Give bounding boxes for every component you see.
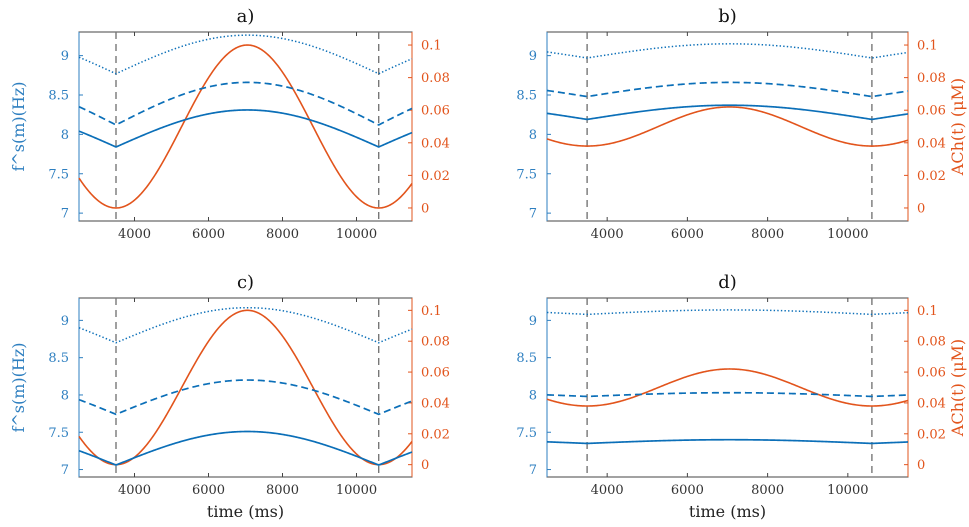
fs-series-dashed-line bbox=[78, 81, 413, 126]
y-right-tick-label: 0.04 bbox=[917, 396, 946, 411]
plot-frame bbox=[546, 31, 909, 222]
chart-panel-1: a) 4000 6000 8000 10000 7 7.5 8 8.5 9 0 0.02 0.04 0.0… bbox=[9, 6, 450, 242]
panel-title: a) bbox=[237, 6, 255, 27]
y-left-tick-label: 9 bbox=[529, 314, 537, 329]
chart-panel-3: c) 4000 6000 8000 10000 7 7.5 8 8.5 9 0 0.02 0.04 0.0… bbox=[9, 272, 450, 521]
x-tick-label: 8000 bbox=[266, 483, 299, 498]
x-tick-label: 6000 bbox=[671, 227, 704, 242]
y-right-tick-label: 0.04 bbox=[421, 396, 450, 411]
y-left-tick-label: 8 bbox=[529, 128, 537, 143]
y-right-tick-label: 0.04 bbox=[917, 136, 946, 151]
y-right-tick-label: 0.1 bbox=[421, 39, 442, 54]
y-left-tick-label: 8.5 bbox=[48, 351, 69, 366]
y-left-tick-label: 7.5 bbox=[516, 426, 537, 441]
x-tick-label: 8000 bbox=[266, 227, 299, 242]
ach-series-line bbox=[78, 309, 413, 466]
y-left-tick-label: 7 bbox=[529, 463, 537, 478]
y-left-tick-label: 8.5 bbox=[48, 89, 69, 104]
ach-series-line bbox=[546, 106, 909, 147]
y-right-tick-label: 0.1 bbox=[421, 304, 442, 319]
y-right-axis-title: ACh(t) (μM) bbox=[948, 78, 967, 176]
y-right-tick-label: 0.04 bbox=[421, 136, 450, 151]
y-right-tick-label: 0.06 bbox=[421, 366, 450, 381]
fs-series-solid-line bbox=[546, 104, 909, 121]
y-left-tick-label: 7 bbox=[529, 207, 537, 222]
chart-panel-2: b) 4000 6000 8000 10000 7 7.5 8 8.5 9 0 0.02 0.04 0.0… bbox=[516, 6, 967, 242]
panel-title: c) bbox=[237, 272, 254, 293]
y-left-tick-label: 7.5 bbox=[48, 426, 69, 441]
y-left-tick-label: 9 bbox=[529, 49, 537, 64]
y-right-tick-label: 0 bbox=[421, 458, 429, 473]
x-tick-label: 6000 bbox=[192, 227, 225, 242]
fs-series-solid-line bbox=[78, 109, 413, 148]
x-tick-label: 4000 bbox=[591, 227, 624, 242]
y-left-tick-label: 9 bbox=[61, 49, 69, 64]
x-axis-title: time (ms) bbox=[689, 502, 766, 521]
y-left-axis-title: f^s(m)(Hz) bbox=[9, 342, 28, 432]
y-left-tick-label: 9 bbox=[61, 314, 69, 329]
y-right-tick-label: 0.06 bbox=[421, 104, 450, 119]
y-right-tick-label: 0.06 bbox=[917, 104, 946, 119]
y-right-tick-label: 0.02 bbox=[917, 427, 946, 442]
fs-series-dashed-line bbox=[546, 81, 909, 98]
x-tick-label: 8000 bbox=[751, 227, 784, 242]
plot-frame bbox=[78, 297, 413, 478]
panel-title: b) bbox=[718, 6, 737, 27]
y-left-tick-label: 7 bbox=[61, 463, 69, 478]
y-left-tick-label: 8 bbox=[529, 388, 537, 403]
y-right-tick-label: 0.02 bbox=[421, 427, 450, 442]
y-right-tick-label: 0 bbox=[917, 201, 925, 216]
y-left-tick-label: 8.5 bbox=[516, 89, 537, 104]
y-left-tick-label: 8.5 bbox=[516, 351, 537, 366]
y-right-tick-label: 0.02 bbox=[421, 169, 450, 184]
y-right-tick-label: 0.1 bbox=[917, 39, 938, 54]
y-right-tick-label: 0.08 bbox=[917, 71, 946, 86]
y-left-tick-label: 7.5 bbox=[48, 167, 69, 182]
fs-series-solid-line bbox=[546, 438, 909, 445]
x-axis-title: time (ms) bbox=[207, 502, 284, 521]
chart-panel-4: d) 4000 6000 8000 10000 7 7.5 8 8.5 9 0 0.02 0.04 0.0… bbox=[516, 272, 967, 521]
y-left-tick-label: 8 bbox=[61, 128, 69, 143]
x-tick-label: 6000 bbox=[671, 483, 704, 498]
x-tick-label: 8000 bbox=[751, 483, 784, 498]
plot-frame bbox=[78, 31, 413, 222]
x-tick-label: 4000 bbox=[118, 483, 151, 498]
x-tick-label: 4000 bbox=[591, 483, 624, 498]
y-right-tick-label: 0.08 bbox=[421, 71, 450, 86]
y-left-tick-label: 7.5 bbox=[516, 167, 537, 182]
fs-series-solid-line bbox=[78, 430, 413, 466]
x-tick-label: 6000 bbox=[192, 483, 225, 498]
ach-series-line bbox=[546, 368, 909, 407]
fs-series-dotted-line bbox=[78, 34, 413, 75]
x-tick-label: 4000 bbox=[118, 227, 151, 242]
x-tick-label: 10000 bbox=[336, 227, 377, 242]
y-right-tick-label: 0.08 bbox=[917, 335, 946, 350]
plot-frame bbox=[546, 297, 909, 478]
y-right-tick-label: 0.06 bbox=[917, 366, 946, 381]
x-tick-label: 10000 bbox=[827, 227, 868, 242]
y-right-tick-label: 0 bbox=[421, 201, 429, 216]
y-left-tick-label: 7 bbox=[61, 207, 69, 222]
fs-series-dashed-line bbox=[546, 391, 909, 398]
y-right-tick-label: 0.02 bbox=[917, 169, 946, 184]
fs-series-dotted-line bbox=[546, 309, 909, 316]
fs-series-dashed-line bbox=[78, 379, 413, 416]
y-right-axis-title: ACh(t) (μM) bbox=[948, 339, 967, 437]
x-tick-label: 10000 bbox=[827, 483, 868, 498]
y-left-axis-title: f^s(m)(Hz) bbox=[9, 81, 28, 171]
x-tick-label: 10000 bbox=[336, 483, 377, 498]
ach-series-line bbox=[78, 44, 413, 209]
y-right-tick-label: 0.08 bbox=[421, 335, 450, 350]
fs-series-dotted-line bbox=[546, 43, 909, 59]
y-right-tick-label: 0.1 bbox=[917, 304, 938, 319]
y-left-tick-label: 8 bbox=[61, 388, 69, 403]
fs-series-dotted-line bbox=[78, 306, 413, 344]
panel-title: d) bbox=[718, 272, 737, 293]
y-right-tick-label: 0 bbox=[917, 458, 925, 473]
